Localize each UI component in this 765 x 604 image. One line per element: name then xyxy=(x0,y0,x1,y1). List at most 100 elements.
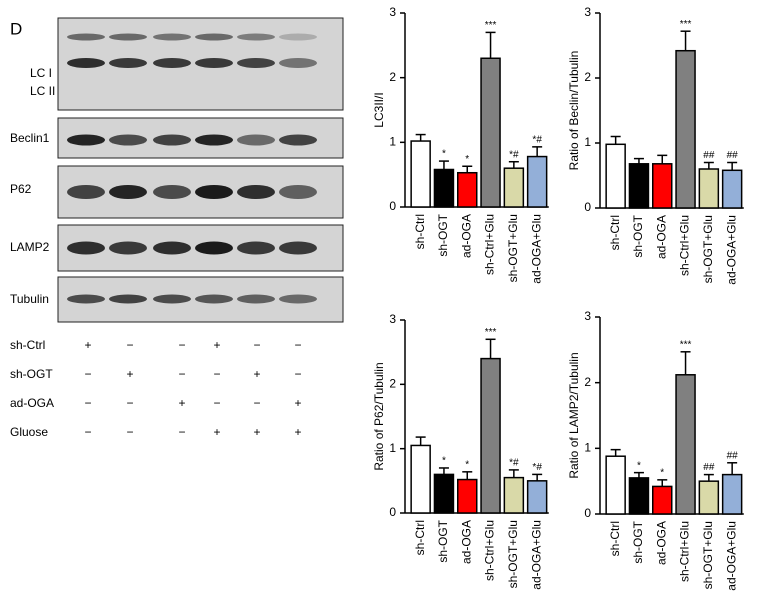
blot-band xyxy=(279,185,317,199)
x-tick-label: ad-OGA+Glu xyxy=(529,214,543,284)
x-tick-label: sh-OGT+Glu xyxy=(506,520,520,588)
y-tick-label: 2 xyxy=(584,70,591,84)
significance-label: * xyxy=(660,467,664,478)
significance-label: *# xyxy=(532,462,542,473)
treatment-sign: − xyxy=(213,396,220,410)
x-tick-label: ad-OGA xyxy=(654,521,668,565)
blot-band xyxy=(153,185,191,199)
blot-band xyxy=(279,33,317,41)
treatment-sign: − xyxy=(178,338,185,352)
y-tick-label: 3 xyxy=(584,309,591,323)
blot-band xyxy=(195,294,233,304)
y-tick-label: 3 xyxy=(389,312,396,326)
bar xyxy=(526,155,548,208)
y-tick-label: 0 xyxy=(389,505,396,519)
treatment-sign: + xyxy=(84,338,91,352)
blot-band xyxy=(153,294,191,304)
significance-label: ## xyxy=(703,462,715,473)
blot-band xyxy=(237,33,275,41)
blot-band xyxy=(195,58,233,68)
bar xyxy=(526,480,548,514)
x-tick-label: sh-OGT+Glu xyxy=(701,521,715,589)
blot-band xyxy=(195,134,233,146)
y-axis-label: Ratio of Beclin/Tubulin xyxy=(567,51,581,171)
y-tick-label: 2 xyxy=(389,70,396,84)
significance-label: *** xyxy=(485,20,497,31)
y-tick-label: 1 xyxy=(389,135,396,149)
significance-label: ## xyxy=(727,450,739,461)
blot-label: Tubulin xyxy=(10,292,49,306)
significance-label: ## xyxy=(727,150,739,161)
x-tick-label: sh-OGT+Glu xyxy=(701,215,715,283)
bar xyxy=(457,171,478,208)
x-tick-label: ad-OGA xyxy=(654,215,668,259)
x-tick-label: sh-Ctrl+Glu xyxy=(678,521,692,582)
blot-band xyxy=(67,185,105,199)
x-tick-label: sh-Ctrl+Glu xyxy=(678,215,692,276)
y-tick-label: 0 xyxy=(584,200,591,214)
blot-band xyxy=(279,294,317,304)
treatment-sign: + xyxy=(294,425,301,439)
y-tick-label: 2 xyxy=(389,377,396,391)
blot-band xyxy=(67,241,105,255)
treatment-sign: + xyxy=(126,367,133,381)
blot-band xyxy=(109,33,147,41)
blot-band xyxy=(67,33,105,41)
treatment-sign: − xyxy=(84,367,91,381)
significance-label: *# xyxy=(509,458,519,469)
treatment-label: Gluose xyxy=(10,425,48,439)
significance-label: * xyxy=(442,456,446,467)
treatment-label: ad-OGA xyxy=(10,396,54,410)
bar xyxy=(503,167,525,208)
significance-label: * xyxy=(442,149,446,160)
treatment-label: sh-OGT xyxy=(10,367,53,381)
treatment-sign: − xyxy=(126,396,133,410)
blot-band xyxy=(195,33,233,41)
bar xyxy=(652,163,673,209)
x-tick-label: sh-Ctrl+Glu xyxy=(483,520,497,581)
x-tick-label: sh-Ctrl+Glu xyxy=(483,214,497,275)
x-tick-label: sh-Ctrl xyxy=(608,521,622,556)
significance-label: *** xyxy=(680,339,692,350)
treatment-sign: − xyxy=(126,425,133,439)
blot-band xyxy=(153,134,191,146)
treatment-sign: + xyxy=(213,338,220,352)
y-axis-label: LC3II/I xyxy=(372,92,386,127)
blot-label: P62 xyxy=(10,182,32,196)
significance-label: *# xyxy=(532,135,542,146)
x-tick-label: ad-OGA+Glu xyxy=(724,215,738,285)
bar xyxy=(410,140,431,208)
blot-band xyxy=(153,33,191,41)
x-tick-label: sh-Ctrl xyxy=(413,214,427,249)
x-tick-label: sh-OGT xyxy=(631,520,645,563)
y-tick-label: 1 xyxy=(584,441,591,455)
treatment-sign: − xyxy=(253,396,260,410)
bar xyxy=(721,169,743,209)
treatment-sign: − xyxy=(294,338,301,352)
bar xyxy=(457,478,478,514)
treatment-sign: + xyxy=(253,425,260,439)
x-tick-label: sh-OGT+Glu xyxy=(506,214,520,282)
treatment-sign: + xyxy=(253,367,260,381)
significance-label: * xyxy=(465,459,469,470)
bar xyxy=(628,163,650,209)
blot-label: LAMP2 xyxy=(10,240,50,254)
blot-label: LC II xyxy=(30,84,55,98)
bar xyxy=(605,455,626,515)
y-axis-label: Ratio of LAMP2/Tubulin xyxy=(567,352,581,478)
y-tick-label: 2 xyxy=(584,375,591,389)
blot-band xyxy=(279,58,317,68)
significance-label: *** xyxy=(680,19,692,30)
bar xyxy=(628,477,650,515)
blot-band xyxy=(109,58,147,68)
treatment-sign: + xyxy=(178,396,185,410)
y-tick-label: 0 xyxy=(389,199,396,213)
y-tick-label: 1 xyxy=(389,441,396,455)
blot-band xyxy=(153,58,191,68)
x-tick-label: ad-OGA+Glu xyxy=(724,521,738,591)
treatment-label: sh-Ctrl xyxy=(10,338,45,352)
x-tick-label: ad-OGA xyxy=(459,214,473,258)
treatment-sign: − xyxy=(178,367,185,381)
treatment-sign: − xyxy=(294,367,301,381)
